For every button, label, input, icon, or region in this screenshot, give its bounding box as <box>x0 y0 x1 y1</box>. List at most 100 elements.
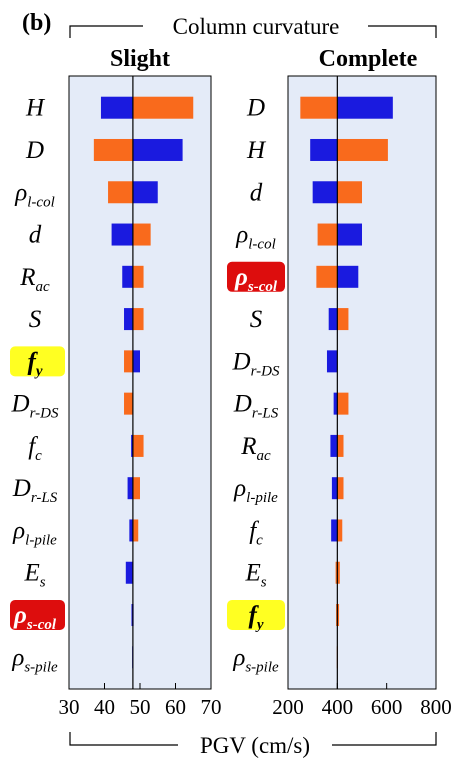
param-label-1-1: H <box>246 137 267 164</box>
bar-low-1-9 <box>331 477 338 500</box>
bar-low-0-10 <box>129 519 133 542</box>
bar-high-1-7 <box>337 392 349 415</box>
param-label-1-12: fy <box>249 602 264 633</box>
bar-high-0-1 <box>132 138 183 161</box>
param-label-1-0: D <box>246 95 265 122</box>
param-label-1-2: d <box>250 179 263 206</box>
bar-low-0-5 <box>124 308 133 331</box>
bar-low-0-1 <box>93 138 133 161</box>
param-label-0-7: Dr-DS <box>11 391 59 422</box>
shared-x-axis-label: PGV (cm/s) <box>200 733 310 758</box>
bar-low-1-5 <box>328 308 338 331</box>
x-tick-label-0-3: 60 <box>165 695 186 719</box>
bar-low-0-9 <box>127 477 133 500</box>
group-title: Column curvature <box>173 14 340 39</box>
bar-high-1-5 <box>337 308 349 331</box>
bar-high-0-4 <box>132 265 144 288</box>
param-label-1-7: Dr-LS <box>233 391 279 422</box>
bar-low-1-0 <box>300 96 338 119</box>
panel-label: (b) <box>22 10 51 36</box>
param-labels-complete: DHd ρl-col ρs-col S Dr-DS Dr-LS Rac ρl-pile fc Es… <box>227 95 285 675</box>
bar-low-1-7 <box>333 392 338 415</box>
bar-low-0-7 <box>124 392 133 415</box>
label-highlight-0-12 <box>10 600 65 631</box>
param-label-1-3: ρl-col <box>235 222 276 253</box>
x-tick-label-0-0: 30 <box>59 695 80 719</box>
param-label-1-10: fc <box>249 517 263 548</box>
bar-low-1-2 <box>312 181 338 204</box>
param-label-1-13: ρs-pile <box>232 644 279 675</box>
bar-low-0-6 <box>124 350 133 373</box>
bar-high-0-3 <box>132 223 151 246</box>
param-label-0-3: d <box>29 222 42 249</box>
bar-low-1-12 <box>336 604 338 627</box>
param-label-0-9: Dr-LS <box>12 475 58 506</box>
bar-high-1-3 <box>337 223 362 246</box>
bar-high-1-2 <box>337 181 362 204</box>
bar-high-1-11 <box>337 561 340 584</box>
param-label-0-4: Rac <box>19 264 50 295</box>
bar-low-0-3 <box>111 223 133 246</box>
param-label-0-2: ρl-col <box>14 179 55 210</box>
bar-low-1-4 <box>316 265 338 288</box>
chart-title-slight: Slight <box>110 46 170 72</box>
param-label-1-11: Es <box>244 560 266 591</box>
bar-high-0-5 <box>132 308 144 331</box>
x-tick-label-0-2: 50 <box>130 695 151 719</box>
bar-high-1-9 <box>337 477 344 500</box>
param-label-1-8: Rac <box>240 433 271 464</box>
group-title-bracket <box>69 25 437 38</box>
plot-area-complete <box>287 75 437 690</box>
param-label-0-0: H <box>25 95 46 122</box>
bar-low-1-11 <box>335 561 338 584</box>
x-ticks-slight: 30 40 50 60 70 <box>59 683 222 719</box>
label-highlight-1-4 <box>227 261 285 292</box>
bar-low-0-2 <box>108 181 133 204</box>
bar-low-0-8 <box>131 434 133 457</box>
xlabel-bracket <box>69 732 437 746</box>
bar-low-1-1 <box>310 138 338 161</box>
bar-high-0-2 <box>132 181 158 204</box>
x-tick-label-1-2: 600 <box>371 695 403 719</box>
chart-complete: Complete DHd ρl-col ρs-col S Dr-DS Dr-LS Rac ρl… <box>227 46 452 719</box>
param-label-1-9: ρl-pile <box>233 475 278 506</box>
x-tick-label-0-1: 40 <box>94 695 115 719</box>
param-label-0-5: S <box>29 306 42 333</box>
bar-low-1-8 <box>330 434 338 457</box>
bar-low-1-3 <box>317 223 338 246</box>
param-label-0-10: ρl-pile <box>12 517 57 548</box>
bar-high-1-10 <box>337 519 343 542</box>
param-label-0-13: ρs-pile <box>11 644 58 675</box>
bar-low-0-12 <box>131 604 133 627</box>
plot-area-slight <box>68 75 212 690</box>
bar-high-0-6 <box>132 350 140 373</box>
param-label-1-4: ρs-col <box>234 264 278 295</box>
x-ticks-complete: 200 400 600 800 <box>272 683 452 719</box>
label-highlight-0-6 <box>10 346 65 377</box>
bar-high-0-0 <box>132 96 194 119</box>
bar-high-1-12 <box>337 604 340 627</box>
bars-slight <box>93 76 194 689</box>
x-tick-label-1-3: 800 <box>420 695 452 719</box>
x-tick-label-1-0: 200 <box>272 695 304 719</box>
bars-complete <box>300 76 393 689</box>
bar-high-1-0 <box>337 96 393 119</box>
x-tick-label-1-1: 400 <box>322 695 354 719</box>
param-label-0-6: fy <box>28 348 43 379</box>
bar-high-1-1 <box>337 138 388 161</box>
bar-high-0-9 <box>132 477 140 500</box>
param-label-0-11: Es <box>23 560 45 591</box>
bar-low-0-11 <box>125 561 133 584</box>
param-label-0-12: ρs-col <box>13 602 57 633</box>
bar-high-0-10 <box>132 519 139 542</box>
x-tick-label-0-4: 70 <box>201 695 222 719</box>
bar-high-1-4 <box>337 265 359 288</box>
param-label-0-1: D <box>25 137 44 164</box>
bar-low-0-0 <box>100 96 133 119</box>
bar-high-0-8 <box>132 434 144 457</box>
chart-title-complete: Complete <box>319 46 418 72</box>
param-label-0-8: fc <box>28 433 42 464</box>
